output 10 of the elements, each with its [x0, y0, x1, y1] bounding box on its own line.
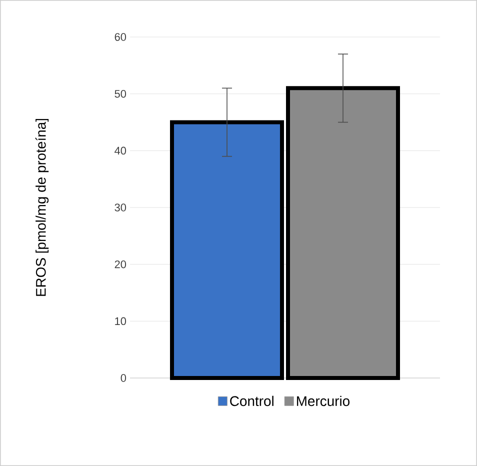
y-tick-label: 40	[114, 146, 126, 155]
legend-label: Control	[230, 396, 274, 406]
y-axis-title: EROS [pmol/mg de proteína]	[35, 118, 49, 296]
y-tick-label: 30	[114, 204, 126, 212]
y-tick-label: 50	[114, 90, 126, 98]
y-tick-label: 0	[120, 374, 126, 382]
y-tick-label: 20	[114, 260, 126, 268]
y-tick-label: 60	[114, 33, 126, 41]
y-tick-label: 10	[115, 317, 126, 326]
legend-label: Mercurio	[296, 396, 350, 406]
